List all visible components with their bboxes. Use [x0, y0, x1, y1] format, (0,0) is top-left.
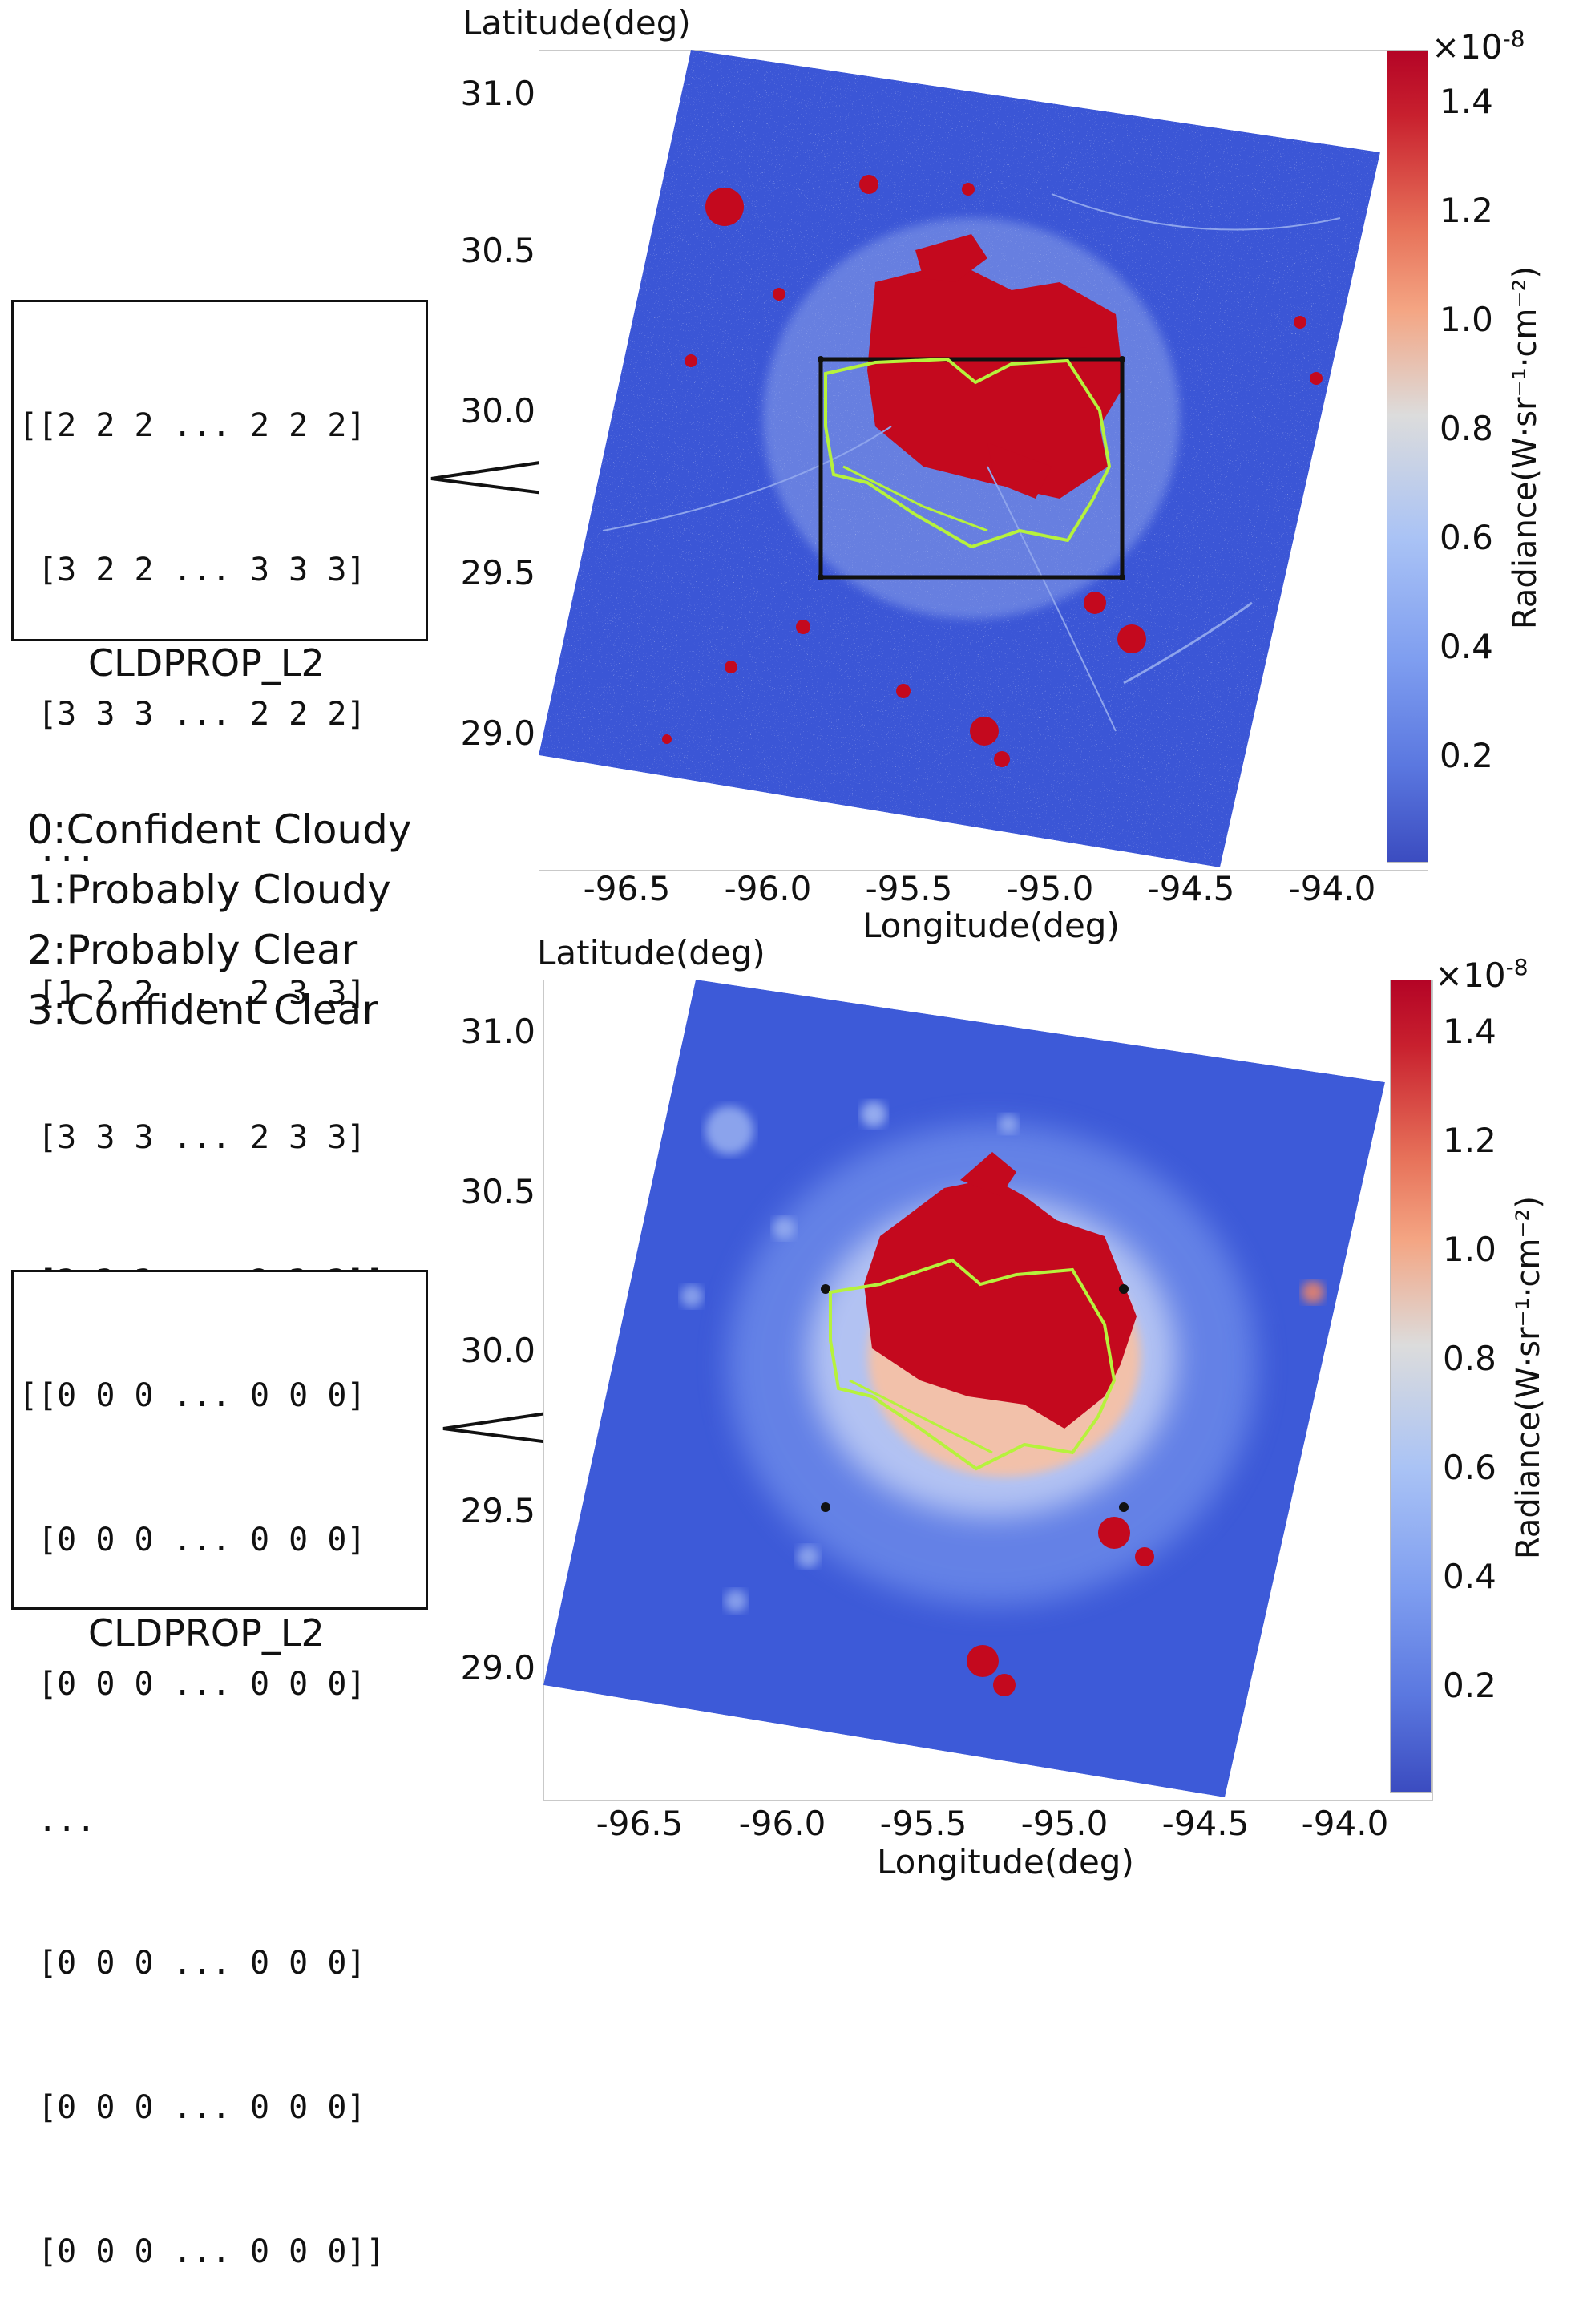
bottom-lat-tick: 30.5 — [460, 1172, 535, 1211]
matrix-row: [0 0 0 ... 0 0 0] — [18, 1666, 366, 1703]
matrix-row: [1 2 2 ... 2 3 3] — [18, 975, 366, 1012]
matrix-row: [[2 2 2 ... 2 2 2] — [18, 407, 366, 444]
top-xlabel: Longitude(deg) — [862, 906, 1120, 945]
top-lat-tick: 30.0 — [460, 391, 535, 430]
top-lat-tick: 29.5 — [460, 553, 535, 592]
top-lat-tick: 30.5 — [460, 231, 535, 270]
bottom-lon-tick: -96.0 — [738, 1804, 826, 1843]
top-cbar-tick: 0.4 — [1440, 627, 1493, 666]
top-cbar-tick: 1.4 — [1440, 82, 1493, 121]
top-ylabel: Latitude(deg) — [462, 3, 691, 42]
top-cbar-tick: 0.6 — [1440, 518, 1493, 557]
top-lon-tick: -96.0 — [724, 869, 812, 908]
top-cloud-matrix: [[2 2 2 ... 2 2 2] [3 2 2 ... 3 3 3] [3 … — [11, 300, 428, 1300]
scale-base: ×10 — [1435, 956, 1506, 995]
top-matrix-caption: CLDPROP_L2 — [88, 641, 325, 685]
legend-item: 2:Probably Clear — [27, 927, 358, 973]
top-lon-tick: -96.5 — [583, 869, 671, 908]
scale-base: ×10 — [1432, 27, 1503, 67]
matrix-row: [3 3 3 ... 2 2 2] — [18, 696, 366, 733]
top-cbar-tick: 1.0 — [1440, 300, 1493, 339]
bottom-xlabel: Longitude(deg) — [877, 1842, 1134, 1881]
bottom-lat-tick: 30.0 — [460, 1331, 535, 1370]
bottom-lon-tick: -94.0 — [1301, 1804, 1389, 1843]
legend-item: 0:Confident Cloudy — [27, 806, 412, 853]
bottom-lon-tick: -95.5 — [879, 1804, 967, 1843]
top-colorbar — [1387, 50, 1428, 863]
bottom-colorbar-scale: ×10-8 — [1435, 954, 1529, 995]
bottom-cloud-matrix: [[0 0 0 ... 0 0 0] [0 0 0 ... 0 0 0] [0 … — [11, 1270, 428, 2270]
bottom-lat-tick: 31.0 — [460, 1012, 535, 1051]
matrix-row: [0 0 0 ... 0 0 0]] — [18, 2233, 386, 2270]
scale-exponent: -8 — [1502, 26, 1525, 52]
matrix-row: [3 3 3 ... 2 3 3] — [18, 1119, 366, 1156]
bottom-lon-tick: -94.5 — [1161, 1804, 1250, 1843]
top-map — [539, 50, 1428, 871]
matrix-row: [[0 0 0 ... 0 0 0] — [18, 1377, 366, 1414]
bottom-lon-tick: -96.5 — [596, 1804, 684, 1843]
top-lat-tick: 29.0 — [460, 713, 535, 753]
bottom-cbar-tick: 1.0 — [1443, 1230, 1496, 1269]
bottom-cbar-tick: 1.4 — [1443, 1012, 1496, 1051]
bottom-lat-tick: 29.0 — [460, 1648, 535, 1687]
legend-item: 3:Confident Clear — [27, 987, 378, 1033]
top-lat-tick: 31.0 — [460, 74, 535, 113]
bottom-cbar-tick: 0.4 — [1443, 1557, 1496, 1596]
matrix-row: [3 2 2 ... 3 3 3] — [18, 552, 366, 588]
matrix-row: ... — [18, 1802, 96, 1839]
bottom-cbar-tick: 0.2 — [1443, 1666, 1496, 1705]
matrix-row: [0 0 0 ... 0 0 0] — [18, 1945, 366, 1982]
top-lon-tick: -95.5 — [865, 869, 953, 908]
top-cbar-tick: 1.2 — [1440, 191, 1493, 230]
bottom-lat-tick: 29.5 — [460, 1491, 535, 1530]
bottom-map — [543, 980, 1433, 1801]
top-cbar-label: Radiance(W·sr⁻¹·cm⁻²) — [1507, 265, 1544, 629]
top-lon-tick: -95.0 — [1006, 869, 1094, 908]
bottom-lon-tick: -95.0 — [1020, 1804, 1109, 1843]
top-cbar-tick: 0.8 — [1440, 409, 1493, 448]
bottom-colorbar — [1390, 980, 1432, 1793]
bottom-cbar-tick: 1.2 — [1443, 1121, 1496, 1160]
matrix-row: [0 0 0 ... 0 0 0] — [18, 1522, 366, 1558]
bottom-cbar-label: Radiance(W·sr⁻¹·cm⁻²) — [1510, 1195, 1547, 1559]
top-cbar-tick: 0.2 — [1440, 736, 1493, 775]
bottom-cbar-tick: 0.8 — [1443, 1339, 1496, 1378]
bottom-matrix-caption: CLDPROP_L2 — [88, 1611, 325, 1655]
matrix-row: ... — [18, 832, 96, 869]
top-lon-tick: -94.5 — [1147, 869, 1235, 908]
top-colorbar-scale: ×10-8 — [1432, 26, 1525, 67]
bottom-cbar-tick: 0.6 — [1443, 1448, 1496, 1487]
bottom-ylabel: Latitude(deg) — [537, 933, 765, 972]
matrix-row: [0 0 0 ... 0 0 0] — [18, 2089, 366, 2126]
scale-exponent: -8 — [1505, 954, 1529, 980]
legend-item: 1:Probably Cloudy — [27, 867, 391, 913]
cloud-mask-legend: 0:Confident Cloudy 1:Probably Cloudy 2:P… — [27, 800, 411, 1041]
top-lon-tick: -94.0 — [1288, 869, 1376, 908]
